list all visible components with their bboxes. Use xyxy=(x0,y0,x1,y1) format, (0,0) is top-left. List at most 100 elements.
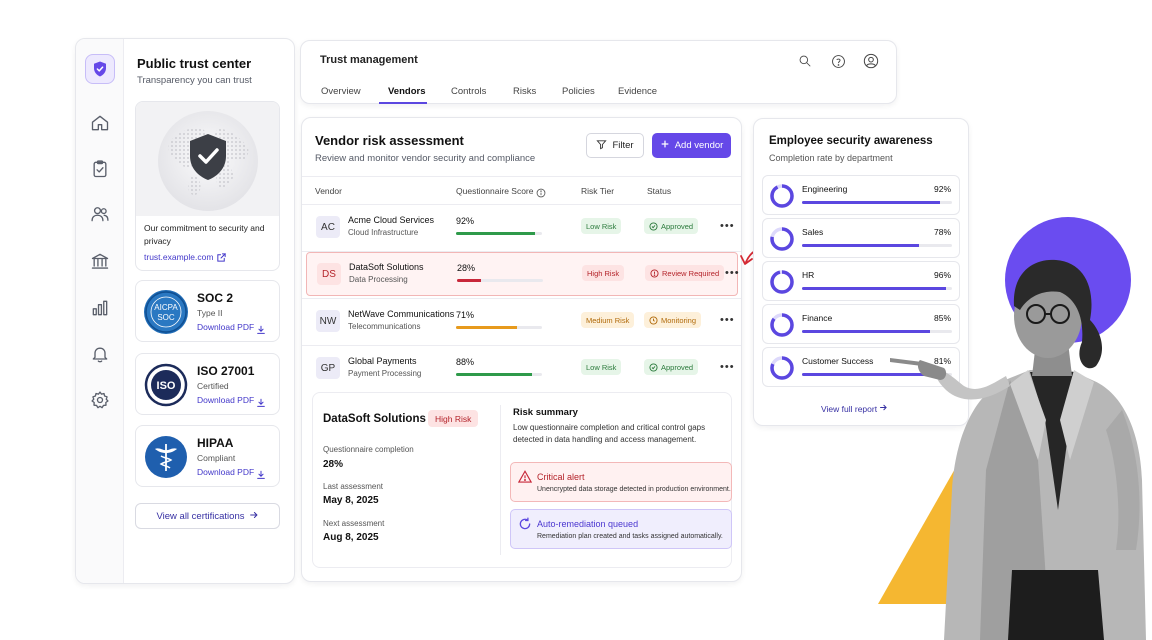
clipboard-check-icon[interactable] xyxy=(89,158,111,180)
score-bar-fill xyxy=(456,373,532,376)
tab-risks[interactable]: Risks xyxy=(513,86,537,97)
vendor-name: Acme Cloud Services xyxy=(348,215,435,225)
department-progress xyxy=(802,201,952,204)
department-row[interactable]: Finance 85% xyxy=(762,304,960,344)
cert-name: HIPAA xyxy=(197,436,234,450)
check-circle-icon xyxy=(649,221,658,231)
active-tab-indicator xyxy=(379,102,427,104)
globe-shield-illustration xyxy=(136,102,279,216)
department-progress xyxy=(802,330,952,333)
vendor-category: Telecommunications xyxy=(348,322,421,331)
vendor-section-title: Vendor risk assessment xyxy=(315,133,464,148)
view-all-certifications-button[interactable]: View all certifications xyxy=(135,503,280,529)
score-bar xyxy=(456,232,542,235)
tab-vendors[interactable]: Vendors xyxy=(388,86,426,97)
download-pdf-link[interactable]: Download PDF xyxy=(197,467,255,477)
department-percent: 92% xyxy=(933,184,951,194)
questionnaire-completion-label: Questionnaire completion xyxy=(323,445,414,454)
cert-name: SOC 2 xyxy=(197,291,234,305)
cert-detail: Certified xyxy=(197,381,229,391)
view-full-report-label: View full report xyxy=(821,404,878,414)
more-options-icon[interactable]: ••• xyxy=(720,314,735,326)
questionnaire-score: 92% xyxy=(456,216,475,226)
score-bar xyxy=(456,373,542,376)
bell-icon[interactable] xyxy=(89,343,111,365)
warning-triangle-icon xyxy=(517,470,533,488)
view-full-report-link[interactable]: View full report xyxy=(821,403,888,414)
divider xyxy=(302,251,741,252)
status-label: Approved xyxy=(661,221,694,231)
cert-card-soc2: AICPA SOC SOC 2 Type II Download PDF xyxy=(135,280,280,342)
commitment-text: Our commitment to security and privacy xyxy=(144,223,265,246)
external-link-icon[interactable] xyxy=(216,250,227,268)
table-row[interactable]: NW NetWave Communications Telecommunicat… xyxy=(306,300,738,344)
cert-name: ISO 27001 xyxy=(197,364,255,378)
remediation-notice[interactable]: Auto-remediation queued Remediation plan… xyxy=(510,509,732,549)
last-assessment-value: May 8, 2025 xyxy=(323,495,379,506)
download-icon[interactable] xyxy=(256,395,266,413)
department-progress-fill xyxy=(802,201,940,204)
tab-overview[interactable]: Overview xyxy=(321,86,361,97)
svg-text:ISO: ISO xyxy=(157,380,176,392)
vendor-name: NetWave Communications xyxy=(348,309,455,319)
department-percent: 81% xyxy=(933,356,951,366)
filter-button[interactable]: Filter xyxy=(586,133,644,158)
info-icon[interactable] xyxy=(536,185,546,203)
bar-chart-icon[interactable] xyxy=(89,297,111,319)
column-header-vendor: Vendor xyxy=(315,186,342,196)
tab-evidence[interactable]: Evidence xyxy=(618,86,658,97)
download-pdf-link[interactable]: Download PDF xyxy=(197,322,255,332)
home-icon[interactable] xyxy=(89,112,111,134)
divider xyxy=(302,298,741,299)
vendor-category: Data Processing xyxy=(349,275,408,284)
more-options-icon[interactable]: ••• xyxy=(720,220,735,232)
risk-summary-title: Risk summary xyxy=(513,407,578,418)
plus-icon xyxy=(660,139,670,152)
arrow-right-icon xyxy=(249,510,259,523)
department-row[interactable]: Engineering 92% xyxy=(762,175,960,215)
critical-alert[interactable]: Critical alert Unencrypted data storage … xyxy=(510,462,732,502)
score-bar-fill xyxy=(456,326,518,329)
trust-site-link[interactable]: trust.example.com xyxy=(144,252,214,262)
download-pdf-link[interactable]: Download PDF xyxy=(197,395,255,405)
table-row-selected[interactable]: DS DataSoft Solutions Data Processing 28… xyxy=(306,252,740,296)
tab-controls[interactable]: Controls xyxy=(451,86,487,97)
iso-seal-icon: ISO xyxy=(144,363,188,407)
commitment-card: Our commitment to security and privacy t… xyxy=(135,101,280,271)
table-row[interactable]: GP Global Payments Payment Processing 88… xyxy=(306,347,738,391)
column-header-risk-tier: Risk Tier xyxy=(581,186,615,196)
completion-ring-icon xyxy=(770,184,794,208)
vendor-initials-badge: GP xyxy=(316,357,340,379)
arrow-right-icon xyxy=(880,404,888,411)
vendor-category: Cloud Infrastructure xyxy=(348,228,419,237)
users-icon[interactable] xyxy=(89,203,111,225)
divider xyxy=(302,176,741,177)
divider xyxy=(302,204,741,205)
add-vendor-button[interactable]: Add vendor xyxy=(652,133,731,158)
table-row[interactable]: AC Acme Cloud Services Cloud Infrastruct… xyxy=(306,206,738,250)
page-title: Trust management xyxy=(320,54,418,66)
more-options-icon[interactable]: ••• xyxy=(720,361,735,373)
score-bar xyxy=(457,279,543,282)
shield-logo-icon[interactable] xyxy=(85,54,115,84)
bank-icon[interactable] xyxy=(89,250,111,272)
help-icon[interactable] xyxy=(828,51,848,71)
cert-card-hipaa: HIPAA Compliant Download PDF xyxy=(135,425,280,487)
aicpa-soc-seal-icon: AICPA SOC xyxy=(144,290,188,334)
department-name: Finance xyxy=(802,313,833,323)
score-bar-fill xyxy=(457,279,482,282)
download-icon[interactable] xyxy=(256,322,266,340)
vendor-name: DataSoft Solutions xyxy=(349,262,424,272)
svg-text:SOC: SOC xyxy=(157,313,175,322)
department-row[interactable]: HR 96% xyxy=(762,261,960,301)
gear-icon[interactable] xyxy=(89,389,111,411)
last-assessment-label: Last assessment xyxy=(323,482,384,491)
download-icon[interactable] xyxy=(256,467,266,485)
department-row[interactable]: Sales 78% xyxy=(762,218,960,258)
user-avatar-icon[interactable] xyxy=(861,51,881,71)
tab-policies[interactable]: Policies xyxy=(562,86,595,97)
more-options-icon[interactable]: ••• xyxy=(725,267,740,279)
add-vendor-label: Add vendor xyxy=(674,140,724,151)
vendor-risk-card: Vendor risk assessment Review and monito… xyxy=(301,117,742,582)
search-icon[interactable] xyxy=(795,51,815,71)
